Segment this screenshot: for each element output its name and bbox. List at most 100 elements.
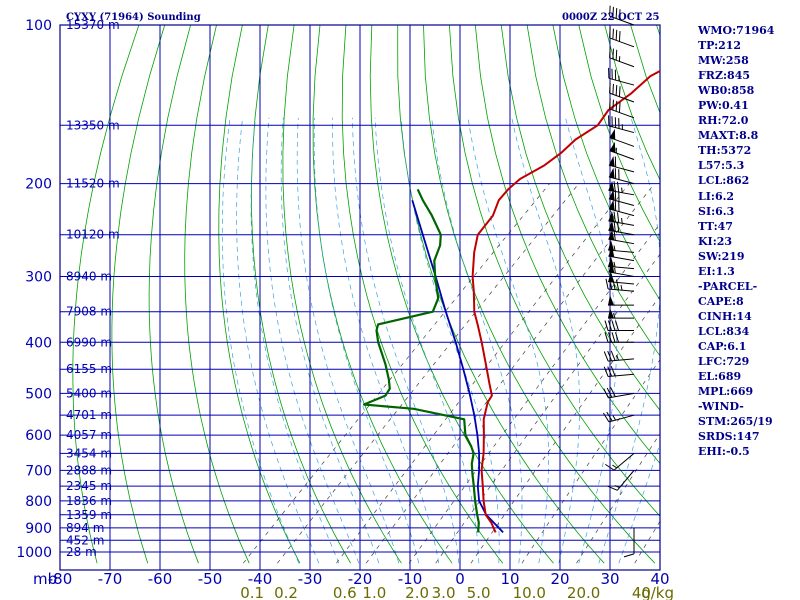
mixing-ratio-label: 2.0 — [405, 584, 429, 600]
mixing-ratio-line — [470, 295, 660, 564]
wind-barb-flag — [615, 320, 619, 331]
height-label: 452 m — [66, 533, 104, 547]
mixing-ratio-label: 0.1 — [240, 584, 264, 600]
wind-barb-half-flag — [620, 284, 623, 291]
mixing-ratio-line — [634, 520, 660, 564]
temperature-tick-label: -10 — [398, 570, 423, 588]
wind-barb-flag — [608, 320, 612, 331]
wind-barb-flag — [623, 553, 635, 558]
wind-barb — [609, 141, 635, 160]
wind-barb — [609, 47, 635, 68]
sounding-index-item: -WIND- — [698, 400, 744, 414]
wind-barb — [608, 229, 635, 245]
sounding-index-item: MW:258 — [698, 54, 749, 68]
wind-barb-half-flag — [613, 313, 616, 319]
wind-barb — [608, 211, 635, 226]
wind-barb-half-flag — [616, 355, 620, 361]
moist-adiabat-line — [280, 117, 380, 564]
wind-barb-staff — [608, 373, 635, 378]
wind-barb-staff — [608, 164, 635, 173]
wind-barb-flag — [606, 387, 613, 398]
wind-barb-pennant — [609, 141, 616, 153]
wind-barb-pennant — [609, 128, 616, 140]
pressure-tick-label: 800 — [25, 494, 52, 510]
temperature-tick-label: -30 — [298, 570, 323, 588]
dry-adiabat-line — [474, 25, 660, 465]
wind-barb-pennant — [608, 156, 615, 167]
height-label: 28 m — [66, 545, 97, 559]
pressure-tick-label: 700 — [25, 463, 52, 479]
sounding-index-item: L57:5.3 — [698, 159, 745, 173]
wind-barb-flag — [612, 99, 614, 111]
wind-barb-flag — [612, 279, 616, 290]
wind-barb — [608, 156, 635, 173]
dry-adiabat-line — [282, 25, 402, 564]
mixing-ratio-line — [521, 359, 660, 564]
dry-adiabat-line — [786, 25, 800, 563]
wind-barb-staff — [608, 392, 635, 399]
moist-adiabat-line — [250, 117, 340, 564]
moist-adiabat-line — [374, 117, 480, 564]
background-lines — [72, 25, 800, 564]
wind-barb-staff — [616, 470, 635, 491]
dry-adiabat-line — [251, 25, 351, 564]
moist-adiabat-line — [598, 117, 660, 564]
height-label: 7908 m — [66, 305, 112, 319]
height-label: 3454 m — [66, 446, 112, 460]
height-label: 5400 m — [66, 386, 112, 400]
wind-barb-staff — [608, 125, 635, 134]
moist-adiabat-line — [431, 117, 523, 564]
wind-barb-half-flag — [612, 415, 617, 421]
sounding-index-item: TH:5372 — [698, 144, 752, 158]
mixing-ratio-label: 40 — [632, 584, 651, 600]
temperature-tick-label: -20 — [348, 570, 373, 588]
sounding-index-item: CINH:14 — [698, 309, 752, 323]
sounding-index-item: CAPE:8 — [698, 294, 744, 308]
moist-adiabat-line — [265, 117, 360, 564]
temperature-tick-label: 10 — [500, 570, 519, 588]
wind-barb — [604, 320, 634, 332]
wind-barb — [605, 278, 635, 292]
wind-barb-flag — [615, 100, 618, 112]
wind-barb — [607, 470, 635, 491]
height-label: 894 m — [66, 521, 104, 535]
pressure-tick-label: 100 — [25, 18, 52, 34]
height-label: 4701 m — [66, 408, 112, 422]
wind-barb-staff — [609, 57, 635, 68]
dewpoint-profile-line — [362, 188, 480, 533]
wind-barb-flag — [612, 48, 614, 60]
pressure-tick-label: 500 — [25, 386, 52, 402]
mixing-ratio-line — [435, 253, 660, 564]
wind-barbs-column — [602, 5, 635, 558]
dry-adiabat-line — [111, 25, 166, 564]
wind-barb — [608, 262, 635, 277]
mixing-ratio-label: 1.0 — [362, 584, 386, 600]
moist-adiabat-line — [296, 117, 400, 564]
wind-barb-pennant — [608, 240, 615, 251]
wind-barb-flag — [618, 86, 621, 97]
wind-barb-flag — [605, 463, 615, 471]
wind-barb-staff — [608, 358, 635, 362]
wind-barb — [602, 411, 635, 423]
wind-barb-flag — [610, 350, 616, 361]
sounding-index-item: SW:219 — [698, 249, 745, 263]
sounding-index-item: RH:72.0 — [698, 114, 749, 128]
temperature-tick-label: 40 — [650, 570, 669, 588]
sounding-index-item: WMO:71964 — [698, 24, 775, 37]
pressure-tick-label: 600 — [25, 428, 52, 444]
wind-barb-staff — [608, 288, 635, 292]
height-label: 11520 m — [66, 177, 120, 191]
wind-barb — [623, 527, 635, 558]
temperature-tick-label: -80 — [48, 570, 73, 588]
sounding-indices-list: WMO:71964 TP:212 MW:258 FRZ:845 WB0:858 PW:0.… — [698, 23, 774, 459]
height-label: 8940 m — [66, 269, 112, 283]
sounding-index-item: FRZ:845 — [698, 69, 751, 83]
dry-adiabat-line — [449, 25, 660, 517]
wind-barb-pennant — [608, 199, 615, 211]
wind-barb-pennant — [608, 246, 615, 258]
wind-barb — [608, 167, 635, 185]
wind-barb-flag — [618, 102, 621, 113]
wind-barb-flag — [603, 388, 609, 399]
height-label: 4057 m — [66, 428, 112, 442]
sounding-index-item: LCL:862 — [698, 174, 750, 188]
